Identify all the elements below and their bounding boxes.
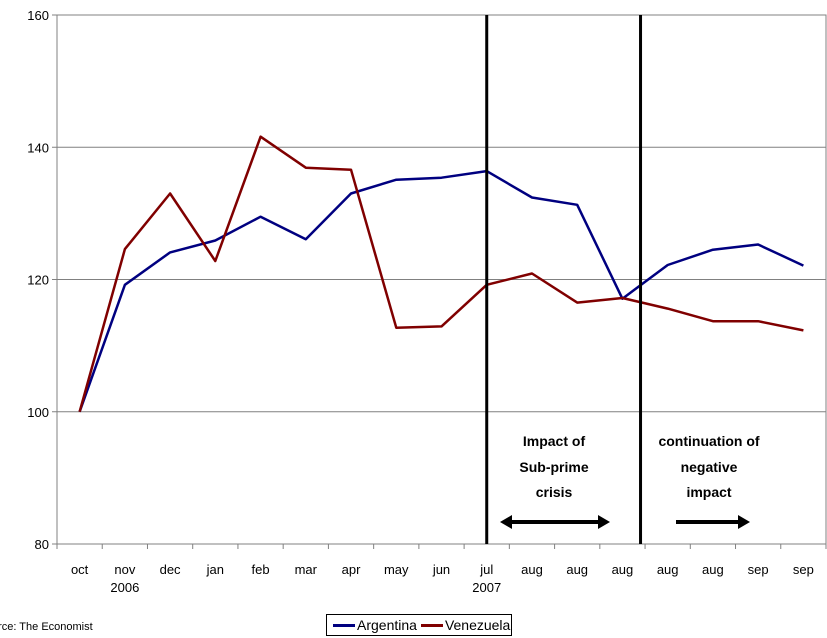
y-axis: 80 100 120 140 160 xyxy=(27,8,57,552)
annotation-subprime: Impact of Sub-prime crisis xyxy=(500,433,610,529)
x-tick-label: may xyxy=(384,562,409,577)
right-arrow xyxy=(676,515,750,529)
legend-label-venezuela: Venezuela xyxy=(444,617,511,633)
annotation-continuation: continuation of negative impact xyxy=(658,433,760,529)
x-tick-label: nov xyxy=(114,562,135,577)
x-tick-label: dec xyxy=(160,562,181,577)
annotation-subprime-line-2: Sub-prime xyxy=(519,459,588,475)
series-line-argentina xyxy=(78,169,804,413)
x-tick-label: jun xyxy=(432,562,450,577)
double-arrow xyxy=(500,515,610,529)
x-tick-label: aug xyxy=(566,562,588,577)
x-tick-label: mar xyxy=(295,562,318,577)
legend-swatch-venezuela xyxy=(420,623,443,627)
legend-item-venezuela: Venezuela xyxy=(420,617,511,633)
legend-item-argentina: Argentina xyxy=(333,617,417,633)
legend-label-argentina: Argentina xyxy=(357,617,417,633)
x-tick-label: aug xyxy=(657,562,679,577)
vertical-markers xyxy=(485,15,643,544)
x-tick-label: jul xyxy=(479,562,493,577)
source-note: urce: The Economist xyxy=(0,621,93,633)
y-tick-label: 160 xyxy=(27,8,49,23)
x-tick-label: aug xyxy=(702,562,724,577)
x-axis: oct nov dec jan feb mar apr may jun jul aug aug aug a… xyxy=(56,544,827,595)
legend: Argentina Venezuela xyxy=(326,614,512,636)
y-tick-label: 80 xyxy=(35,537,49,552)
x-tick-label: aug xyxy=(521,562,543,577)
x-tick-label: oct xyxy=(71,562,89,577)
x-tick-label: jan xyxy=(206,562,224,577)
x-tick-label: sep xyxy=(748,562,769,577)
y-tick-label: 140 xyxy=(27,140,49,155)
y-tick-label: 100 xyxy=(27,405,49,420)
x-tick-label: feb xyxy=(252,562,270,577)
line-chart: oct nov dec jan feb mar apr may jun jul aug aug aug a… xyxy=(27,8,827,595)
legend-swatch-argentina xyxy=(333,623,355,627)
x-year-label: 2007 xyxy=(472,580,501,595)
x-year-label: 2006 xyxy=(110,580,139,595)
series-line-venezuela xyxy=(78,135,804,413)
annotation-continuation-line-1: continuation of xyxy=(658,433,759,449)
y-tick-label: 120 xyxy=(27,273,49,288)
annotation-continuation-line-2: negative xyxy=(681,459,738,475)
annotation-continuation-line-3: impact xyxy=(686,484,731,500)
series-lines xyxy=(78,135,804,413)
annotation-subprime-line-1: Impact of xyxy=(523,433,586,449)
x-tick-label: aug xyxy=(612,562,634,577)
annotation-subprime-line-3: crisis xyxy=(536,484,573,500)
x-tick-label: apr xyxy=(342,562,361,577)
x-tick-label: sep xyxy=(793,562,814,577)
